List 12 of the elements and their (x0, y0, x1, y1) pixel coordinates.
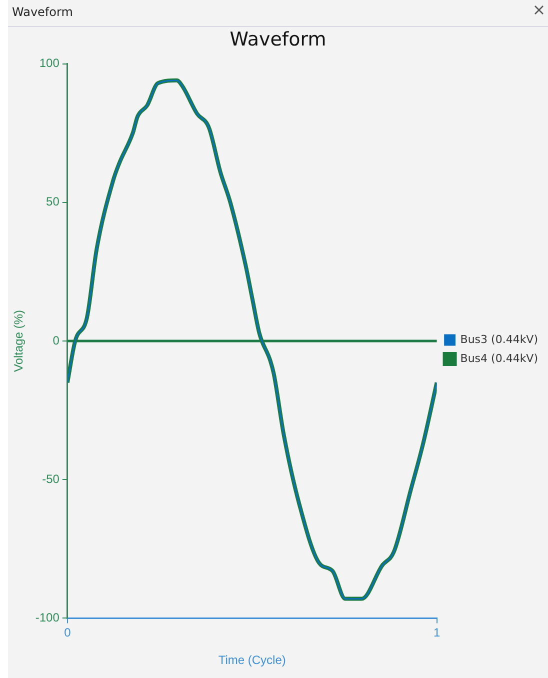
legend-label: Bus4 (0.44kV) (460, 352, 538, 365)
y-axis-title: Voltage (%) (12, 310, 26, 372)
y-tick-label: 50 (46, 194, 60, 209)
text: Waveform (12, 5, 73, 19)
x-tick-label: 1 (433, 626, 440, 640)
y-tick-label: 0 (52, 333, 60, 348)
y-tick-label: -100 (35, 610, 60, 625)
y-tick-label: 100 (39, 56, 60, 70)
chart-title: Waveform (230, 28, 326, 50)
y-tick-label: -50 (42, 472, 60, 486)
x-axis-title: Time (Cycle) (218, 653, 286, 668)
legend-label: Bus3 (0.44kV) (460, 332, 538, 346)
